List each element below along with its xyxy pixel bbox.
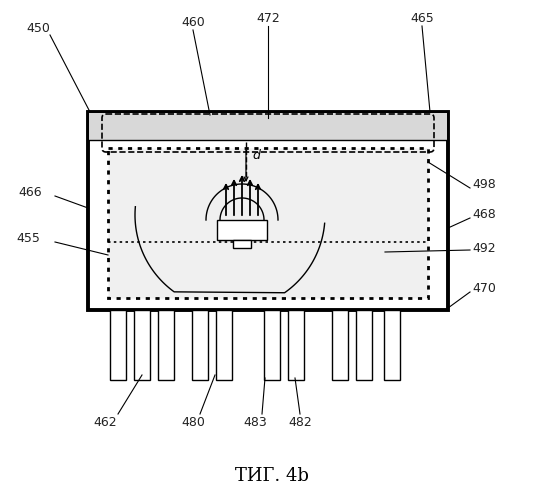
Text: 465: 465 bbox=[410, 12, 434, 24]
Text: 482: 482 bbox=[288, 416, 312, 428]
Bar bbox=[332, 310, 348, 380]
Text: 455: 455 bbox=[16, 232, 40, 244]
Bar bbox=[110, 310, 126, 380]
Text: 492: 492 bbox=[472, 242, 495, 254]
Bar bbox=[288, 310, 304, 380]
Bar bbox=[356, 310, 372, 380]
Text: 468: 468 bbox=[472, 208, 496, 222]
Bar bbox=[108, 148, 428, 298]
Bar bbox=[233, 240, 251, 248]
Bar bbox=[89, 114, 446, 141]
Text: ΤИГ. 4b: ΤИГ. 4b bbox=[235, 467, 309, 485]
Text: 450: 450 bbox=[26, 22, 50, 35]
Text: 462: 462 bbox=[93, 416, 117, 428]
Text: 470: 470 bbox=[472, 282, 496, 294]
Text: 480: 480 bbox=[181, 416, 205, 428]
Bar bbox=[192, 310, 208, 380]
Bar bbox=[88, 112, 448, 310]
Bar bbox=[134, 310, 150, 380]
Bar bbox=[216, 310, 232, 380]
Bar bbox=[217, 220, 267, 240]
Bar bbox=[384, 310, 400, 380]
Text: 466: 466 bbox=[18, 186, 42, 198]
Text: d: d bbox=[252, 149, 260, 162]
Text: 483: 483 bbox=[243, 416, 267, 428]
Bar bbox=[158, 310, 174, 380]
Text: 460: 460 bbox=[181, 16, 205, 28]
Bar bbox=[264, 310, 280, 380]
Text: 472: 472 bbox=[256, 12, 280, 24]
Text: 498: 498 bbox=[472, 178, 496, 192]
